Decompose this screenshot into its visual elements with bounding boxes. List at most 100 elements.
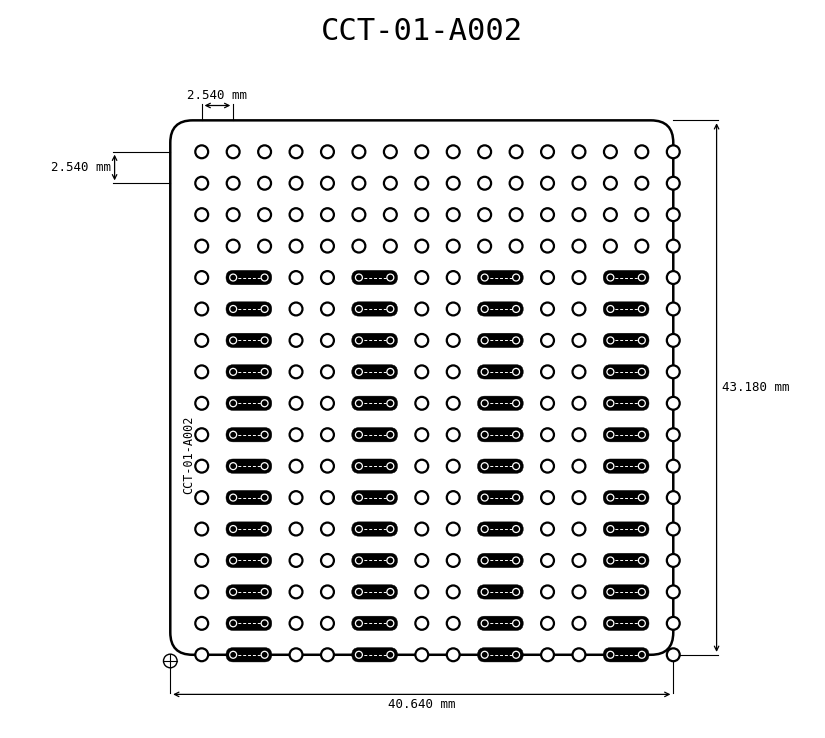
FancyBboxPatch shape [226, 491, 271, 505]
Circle shape [415, 365, 428, 379]
Circle shape [607, 588, 614, 596]
Circle shape [447, 585, 460, 599]
Text: 2.540 mm: 2.540 mm [51, 161, 111, 174]
Circle shape [667, 617, 680, 630]
Text: 2.540 mm: 2.540 mm [187, 89, 248, 103]
FancyBboxPatch shape [226, 459, 271, 473]
Circle shape [510, 208, 522, 221]
Circle shape [481, 337, 488, 344]
FancyBboxPatch shape [478, 334, 523, 348]
FancyBboxPatch shape [226, 616, 271, 630]
Circle shape [512, 652, 520, 658]
Circle shape [512, 400, 520, 407]
FancyBboxPatch shape [478, 302, 523, 316]
Circle shape [229, 525, 237, 533]
Circle shape [290, 334, 303, 347]
FancyBboxPatch shape [478, 648, 523, 662]
FancyBboxPatch shape [478, 270, 523, 285]
Circle shape [447, 554, 460, 567]
Circle shape [415, 303, 428, 315]
Circle shape [639, 400, 645, 407]
Circle shape [639, 337, 645, 344]
Circle shape [384, 240, 397, 252]
Circle shape [639, 557, 645, 564]
Circle shape [604, 208, 617, 221]
Circle shape [639, 652, 645, 658]
Circle shape [639, 620, 645, 627]
Circle shape [356, 337, 362, 344]
Circle shape [321, 649, 334, 661]
Circle shape [356, 588, 362, 596]
FancyBboxPatch shape [226, 302, 271, 316]
Circle shape [321, 208, 334, 221]
Circle shape [290, 523, 303, 536]
Circle shape [290, 460, 303, 472]
Circle shape [290, 554, 303, 567]
Circle shape [229, 400, 237, 407]
Circle shape [573, 303, 586, 315]
Circle shape [635, 208, 648, 221]
Circle shape [290, 145, 303, 158]
Circle shape [573, 334, 586, 347]
Circle shape [635, 240, 648, 252]
FancyBboxPatch shape [351, 302, 398, 316]
Circle shape [667, 649, 680, 661]
Circle shape [478, 145, 491, 158]
Circle shape [258, 240, 271, 252]
Circle shape [481, 463, 488, 469]
Circle shape [573, 523, 586, 536]
Circle shape [415, 649, 428, 661]
Circle shape [387, 463, 394, 469]
Circle shape [541, 334, 554, 347]
Circle shape [415, 334, 428, 347]
Circle shape [415, 585, 428, 599]
Circle shape [262, 588, 268, 596]
Circle shape [481, 557, 488, 564]
FancyBboxPatch shape [351, 522, 398, 537]
Circle shape [635, 145, 648, 158]
Circle shape [604, 177, 617, 190]
FancyBboxPatch shape [603, 302, 649, 316]
Circle shape [667, 554, 680, 567]
FancyBboxPatch shape [603, 616, 649, 630]
Circle shape [196, 397, 208, 410]
Circle shape [512, 463, 520, 469]
Circle shape [573, 554, 586, 567]
Circle shape [573, 492, 586, 504]
Circle shape [607, 463, 614, 469]
Circle shape [481, 368, 488, 376]
Circle shape [667, 271, 680, 284]
Circle shape [352, 208, 365, 221]
Circle shape [607, 557, 614, 564]
Circle shape [384, 208, 397, 221]
Circle shape [229, 368, 237, 376]
Circle shape [541, 523, 554, 536]
Circle shape [352, 145, 365, 158]
FancyBboxPatch shape [603, 459, 649, 473]
FancyBboxPatch shape [603, 491, 649, 505]
FancyBboxPatch shape [603, 522, 649, 537]
Circle shape [290, 303, 303, 315]
Circle shape [352, 177, 365, 190]
Circle shape [415, 492, 428, 504]
Circle shape [196, 523, 208, 536]
Circle shape [607, 368, 614, 376]
FancyBboxPatch shape [478, 365, 523, 379]
Circle shape [573, 365, 586, 379]
Circle shape [229, 620, 237, 627]
Circle shape [290, 397, 303, 410]
Circle shape [541, 240, 554, 252]
Circle shape [573, 460, 586, 472]
Circle shape [667, 303, 680, 315]
Circle shape [196, 334, 208, 347]
Circle shape [415, 271, 428, 284]
Circle shape [510, 177, 522, 190]
Circle shape [356, 620, 362, 627]
Circle shape [447, 523, 460, 536]
Circle shape [227, 177, 239, 190]
Circle shape [290, 585, 303, 599]
Circle shape [384, 177, 397, 190]
Circle shape [667, 240, 680, 252]
Circle shape [573, 177, 586, 190]
Circle shape [607, 525, 614, 533]
